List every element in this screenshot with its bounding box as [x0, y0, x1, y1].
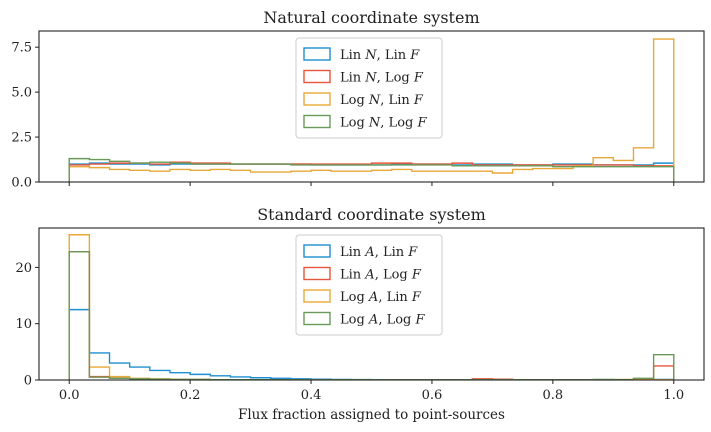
legend-swatch	[303, 92, 331, 106]
legend-label-part: Lin	[340, 48, 365, 63]
legend-swatch	[303, 244, 331, 258]
legend-entry: Log A, Log F	[303, 311, 426, 328]
legend-label-variable: A	[364, 245, 374, 260]
legend-label-variable: A	[368, 313, 378, 328]
legend-entry: Lin N, Lin F	[303, 47, 420, 63]
legend-label-variable: F	[416, 116, 427, 131]
x-tick-label: 1.0	[663, 388, 684, 403]
y-tick-label: 0.0	[11, 176, 32, 191]
axes-frame	[38, 30, 705, 183]
legend-label-part: , Lin	[377, 48, 411, 63]
y-tick-label: 20	[15, 261, 32, 276]
legend-label-part: Log	[340, 313, 369, 328]
legend-label-part: , Log	[380, 116, 417, 131]
legend-label-part: Lin	[340, 245, 365, 260]
legend-label-part: , Lin	[380, 93, 414, 108]
legend-entry: Lin A, Lin F	[303, 244, 418, 260]
legend-label: Lin N, Log F	[340, 71, 424, 86]
legend-label-part: , Log	[377, 71, 414, 86]
legend-label-variable: F	[409, 48, 420, 63]
x-tick-label: 0.0	[59, 388, 80, 403]
subplot-title: Standard coordinate system	[257, 205, 486, 224]
x-axis-label: Flux fraction assigned to point-sources	[238, 407, 505, 423]
legend-frame	[295, 234, 443, 336]
legend-swatch	[303, 47, 331, 61]
legend-entry: Lin A, Log F	[303, 266, 422, 283]
legend-label-variable: F	[415, 313, 426, 328]
legend-label-part: , Lin	[378, 290, 412, 305]
x-tick-label: 0.8	[543, 388, 564, 403]
legend-swatch	[303, 114, 331, 129]
legend-swatch	[303, 69, 331, 84]
axes-frame	[38, 227, 705, 381]
legend-label: Lin A, Log F	[340, 268, 422, 283]
legend-label-part: , Log	[378, 313, 415, 328]
y-tick-label: 10	[15, 317, 32, 332]
subplot-title: Natural coordinate system	[263, 8, 479, 27]
legend-entry: Log N, Lin F	[303, 92, 424, 108]
x-tick-label: 0.4	[301, 388, 322, 403]
histogram-series-3	[68, 38, 675, 182]
subplot-1: Natural coordinate system 0.0 2.5 5.0 7.5 Lin…	[11, 8, 705, 191]
legend-label-variable: A	[368, 290, 378, 305]
legend-label-part: Log	[340, 93, 369, 108]
legend-label-variable: A	[364, 268, 374, 283]
legend-label: Log N, Lin F	[340, 93, 424, 108]
y-tick-label: 2.5	[11, 131, 32, 146]
legend-label-part: Lin	[340, 268, 365, 283]
legend-swatch	[303, 289, 331, 303]
legend-swatch	[303, 266, 331, 281]
x-tick-label: 0.2	[180, 388, 201, 403]
legend-label-variable: N	[368, 93, 381, 108]
legend-label-variable: N	[364, 71, 377, 86]
legend-label-variable: N	[368, 116, 381, 131]
legend-entry: Log N, Log F	[303, 114, 427, 131]
legend-label-variable: F	[411, 290, 422, 305]
legend-label-part: Lin	[340, 71, 365, 86]
legend-label: Log N, Log F	[340, 116, 427, 131]
y-tick-label: 5.0	[11, 86, 32, 101]
legend-label: Lin N, Lin F	[340, 48, 420, 63]
histogram-series-4	[68, 157, 675, 182]
legend-label-variable: F	[413, 71, 424, 86]
legend-label-part: , Log	[375, 268, 412, 283]
legend-swatch	[303, 311, 331, 326]
legend-label: Lin A, Lin F	[340, 245, 418, 260]
legend-entry: Lin N, Log F	[303, 69, 424, 86]
x-tick-label: 0.6	[422, 388, 443, 403]
legend-label-variable: N	[364, 48, 377, 63]
legend-label-part: Log	[340, 290, 369, 305]
legend-label-part: Log	[340, 116, 369, 131]
legend-label-variable: F	[411, 268, 422, 283]
legend-label-part: , Lin	[375, 245, 409, 260]
legend-label: Log A, Log F	[340, 313, 426, 328]
legend-label-variable: F	[413, 93, 424, 108]
legend-label-variable: F	[407, 245, 418, 260]
subplot-2: Standard coordinate system 0.0 0.2 0.4 0.6 0.…	[15, 205, 705, 423]
legend-entry: Log A, Lin F	[303, 289, 422, 305]
y-tick-label: 0	[24, 374, 32, 389]
legend-frame	[295, 37, 443, 139]
y-tick-label: 7.5	[11, 41, 32, 56]
legend-label: Log A, Lin F	[340, 290, 422, 305]
